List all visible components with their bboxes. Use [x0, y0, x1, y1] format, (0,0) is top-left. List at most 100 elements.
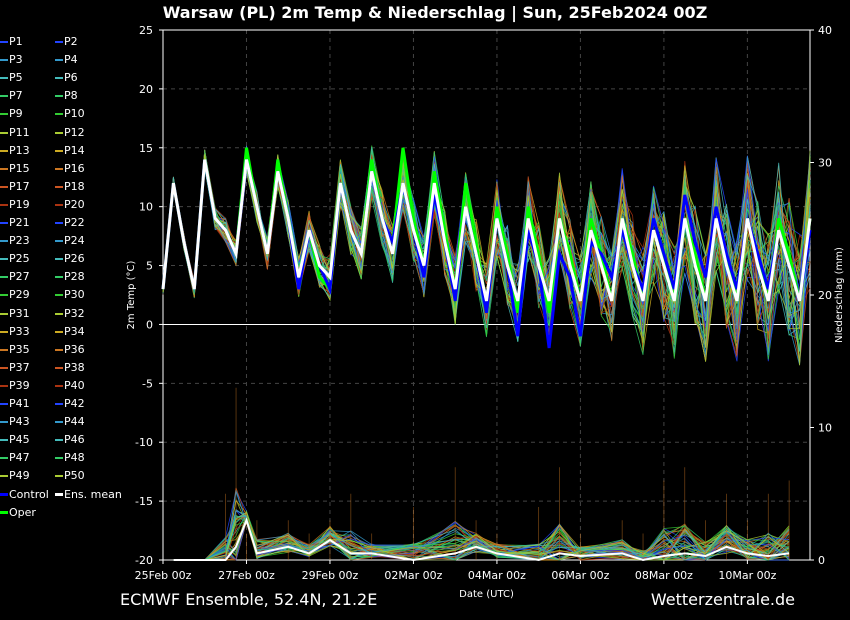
- legend-label: P1: [9, 35, 23, 48]
- legend-swatch: [0, 149, 8, 152]
- y-tick-label: -10: [135, 436, 153, 449]
- legend-label: P33: [9, 324, 30, 338]
- legend-item: Ens. mean: [55, 488, 122, 502]
- legend-item: P28: [55, 270, 85, 284]
- x-tick-label: 08Mar 00z: [635, 569, 693, 582]
- legend-item: P23: [0, 234, 30, 248]
- legend-item: P11: [0, 126, 30, 140]
- legend-item: P25: [0, 252, 30, 266]
- legend-label: P48: [64, 451, 85, 465]
- legend-label: P32: [64, 306, 85, 320]
- legend-swatch: [55, 457, 63, 460]
- legend-item: P36: [55, 343, 85, 357]
- legend-swatch: [55, 59, 63, 62]
- legend-item: P4: [55, 53, 78, 67]
- legend-label: Control: [9, 487, 49, 501]
- legend-label: P22: [64, 216, 85, 229]
- legend-label: P24: [64, 234, 85, 248]
- legend-item: P13: [0, 144, 30, 158]
- legend-swatch: [0, 348, 8, 351]
- legend-item: P50: [55, 469, 85, 483]
- legend-swatch: [55, 330, 63, 333]
- legend-item: P29: [0, 288, 30, 302]
- x-axis-label: Date (UTC): [459, 589, 514, 600]
- legend-item: P20: [55, 198, 85, 212]
- legend-swatch: [55, 222, 63, 224]
- legend-label: P47: [9, 451, 30, 465]
- legend-label: P39: [9, 378, 30, 392]
- legend-swatch: [55, 258, 63, 261]
- legend-item: P45: [0, 433, 30, 447]
- y2-axis-label: Niederschlag (mm): [834, 247, 845, 343]
- legend-swatch: [0, 77, 8, 80]
- legend-item: P19: [0, 198, 30, 212]
- legend-label: P20: [64, 197, 85, 211]
- legend-label: P41: [9, 397, 30, 410]
- legend-item: P14: [55, 144, 85, 158]
- legend-label: P31: [9, 306, 30, 320]
- legend-label: P19: [9, 197, 30, 211]
- y2-tick-label: 0: [818, 554, 825, 567]
- legend-item: Control: [0, 488, 49, 502]
- legend-item: P39: [0, 379, 30, 393]
- legend-label: P3: [9, 53, 23, 67]
- legend-label: P38: [64, 360, 85, 374]
- x-tick-label: 25Feb 00z: [135, 569, 192, 582]
- model-info: ECMWF Ensemble, 52.4N, 21.2E: [120, 590, 378, 609]
- legend-item: P2: [55, 35, 78, 49]
- legend-swatch: [0, 240, 8, 243]
- y-tick-label: 0: [146, 318, 153, 331]
- y2-tick-label: 40: [818, 24, 832, 37]
- legend-item: P49: [0, 469, 30, 483]
- legend-item: P10: [55, 107, 85, 121]
- legend-swatch: [55, 149, 63, 152]
- legend-swatch: [55, 185, 63, 188]
- legend-swatch: [0, 294, 8, 297]
- x-tick-label: 06Mar 00z: [551, 569, 609, 582]
- legend-swatch: [55, 203, 63, 206]
- legend-swatch: [55, 77, 63, 80]
- legend-swatch: [0, 384, 8, 387]
- legend-swatch: [0, 493, 8, 496]
- legend-item: P6: [55, 71, 78, 85]
- legend-item: P22: [55, 216, 85, 230]
- legend-swatch: [0, 330, 8, 333]
- legend-swatch: [55, 95, 63, 98]
- legend-swatch: [0, 95, 8, 98]
- legend-swatch: [0, 421, 8, 424]
- legend-item: P18: [55, 180, 85, 194]
- legend-swatch: [55, 348, 63, 351]
- legend-swatch: [55, 276, 63, 279]
- series-line-ens-mean: [161, 159, 812, 302]
- legend-item: P15: [0, 162, 30, 176]
- legend-swatch: [55, 421, 63, 424]
- legend-item: P5: [0, 71, 23, 85]
- legend-label: P12: [64, 125, 85, 139]
- legend-swatch: [0, 203, 8, 206]
- legend-swatch: [0, 185, 8, 188]
- legend-label: P30: [64, 288, 85, 302]
- legend-label: P21: [9, 216, 30, 229]
- legend-swatch: [0, 366, 8, 369]
- legend-item: P1: [0, 35, 23, 49]
- x-tick-label: 10Mar 00z: [718, 569, 776, 582]
- y-tick-label: -15: [135, 495, 153, 508]
- legend-label: P17: [9, 179, 30, 193]
- legend-item: P41: [0, 397, 30, 411]
- legend-label: P13: [9, 143, 30, 157]
- y-tick-label: -5: [142, 377, 153, 390]
- legend-label: P23: [9, 234, 30, 248]
- legend-item: P42: [55, 397, 85, 411]
- legend-swatch: [0, 222, 8, 224]
- legend-item: P21: [0, 216, 30, 230]
- legend-swatch: [55, 366, 63, 369]
- legend-label: P14: [64, 143, 85, 157]
- x-tick-label: 29Feb 00z: [302, 569, 359, 582]
- legend-label: P27: [9, 270, 30, 284]
- legend-label: P46: [64, 433, 85, 447]
- legend-label: Ens. mean: [64, 487, 122, 501]
- legend-label: P8: [64, 89, 78, 103]
- legend-label: P36: [64, 342, 85, 356]
- legend-item: P35: [0, 343, 30, 357]
- y-tick-label: 20: [139, 83, 153, 96]
